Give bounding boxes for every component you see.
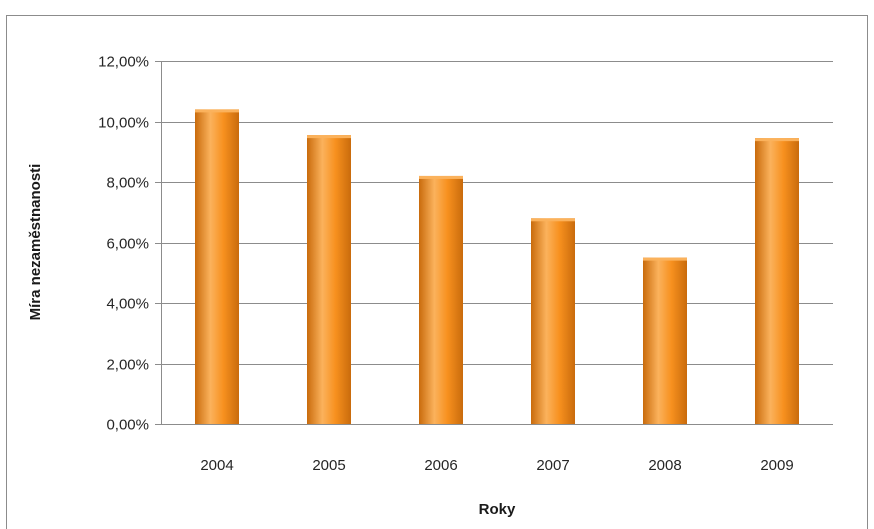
x-tick-label: 2008 bbox=[648, 457, 681, 474]
tick-labels: 0,00% 2,00% 4,00% 6,00% 8,00% 10,00% 12,00% 200… bbox=[98, 54, 794, 475]
x-tick-label: 2005 bbox=[312, 457, 345, 474]
y-tick-label: 6,00% bbox=[106, 236, 149, 253]
bar-rect bbox=[643, 257, 687, 424]
bar-cap bbox=[755, 138, 799, 142]
x-tick-label: 2006 bbox=[424, 457, 457, 474]
y-tick-label: 10,00% bbox=[98, 115, 149, 132]
bar-rect bbox=[755, 138, 799, 424]
bar-2007 bbox=[531, 218, 575, 424]
bar-cap bbox=[419, 175, 463, 179]
y-axis-title: Míra nezaměstnanosti bbox=[27, 164, 44, 321]
bar-cap bbox=[195, 109, 239, 113]
bar-rect bbox=[531, 218, 575, 424]
x-axis-title: Roky bbox=[479, 501, 516, 518]
gridlines bbox=[155, 61, 833, 425]
bar-rect bbox=[195, 109, 239, 425]
bar-cap bbox=[307, 135, 351, 139]
x-tick-label: 2009 bbox=[760, 457, 793, 474]
bar-2005 bbox=[307, 135, 351, 425]
bar-2004 bbox=[195, 109, 239, 425]
bar-2009 bbox=[755, 138, 799, 424]
bar-2006 bbox=[419, 175, 463, 424]
y-tick-label: 12,00% bbox=[98, 54, 149, 71]
x-tick-label: 2004 bbox=[200, 457, 233, 474]
bar-2008 bbox=[643, 257, 687, 424]
bar-cap bbox=[531, 218, 575, 222]
y-tick-label: 4,00% bbox=[106, 296, 149, 313]
x-tick-label: 2007 bbox=[536, 457, 569, 474]
y-tick-label: 0,00% bbox=[106, 417, 149, 434]
y-tick-label: 8,00% bbox=[106, 175, 149, 192]
y-tick-label: 2,00% bbox=[106, 357, 149, 374]
bars bbox=[195, 109, 799, 425]
bar-rect bbox=[419, 175, 463, 424]
bar-cap bbox=[643, 257, 687, 261]
bar-rect bbox=[307, 135, 351, 425]
